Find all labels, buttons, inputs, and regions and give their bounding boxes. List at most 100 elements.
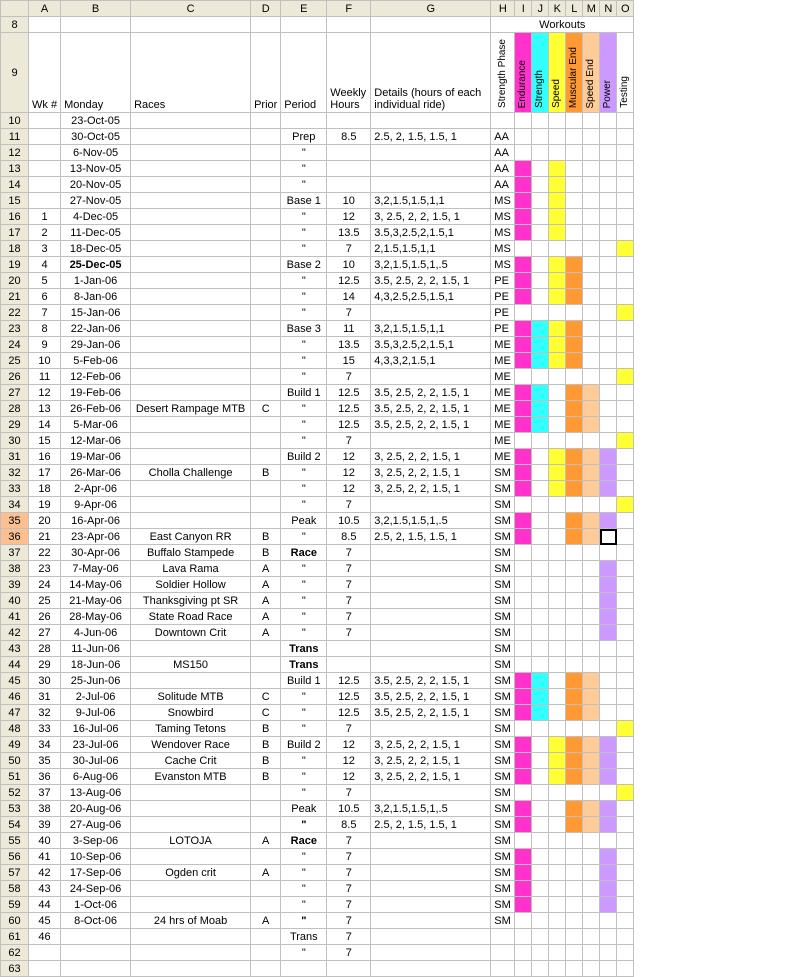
cell[interactable]: SM [491,913,515,929]
cell[interactable]: " [281,785,327,801]
cell[interactable] [131,337,251,353]
cell[interactable] [549,961,566,977]
cell[interactable]: SM [491,577,515,593]
cell[interactable]: " [281,465,327,481]
cell[interactable]: 24 [29,577,61,593]
cell[interactable] [251,225,281,241]
cell[interactable] [251,513,281,529]
cell[interactable]: AA [491,177,515,193]
cell[interactable] [515,785,532,801]
cell[interactable] [549,289,566,305]
cell[interactable] [532,961,549,977]
cell[interactable] [515,385,532,401]
cell[interactable] [566,113,583,129]
cell[interactable] [251,193,281,209]
cell[interactable] [515,641,532,657]
col-header-K[interactable]: K [549,1,566,17]
cell[interactable]: 12.5 [327,705,371,721]
col-header-I[interactable]: I [515,1,532,17]
cell[interactable] [251,273,281,289]
cell[interactable]: 7 [327,913,371,929]
table-row[interactable]: 584324-Sep-06"7SM [1,881,634,897]
row-header[interactable]: 35 [1,513,29,529]
cell[interactable]: Race [281,833,327,849]
cell[interactable] [549,673,566,689]
cell[interactable]: 25-Jun-06 [61,673,131,689]
cell[interactable] [583,849,600,865]
cell[interactable] [515,161,532,177]
cell[interactable]: 25 [29,593,61,609]
col-header-D[interactable]: D [251,1,281,17]
cell[interactable]: 28-May-06 [61,609,131,625]
cell[interactable] [600,321,617,337]
cell[interactable] [583,369,600,385]
cell[interactable] [515,545,532,561]
cell[interactable] [371,145,491,161]
cell[interactable] [600,209,617,225]
cell[interactable]: Soldier Hollow [131,577,251,593]
cell[interactable] [251,961,281,977]
cell[interactable] [600,385,617,401]
cell[interactable] [600,737,617,753]
cell[interactable]: 11-Jun-06 [61,641,131,657]
cell[interactable]: " [281,865,327,881]
cell[interactable]: 23 [29,561,61,577]
cell[interactable] [566,225,583,241]
cell[interactable] [532,337,549,353]
cell[interactable] [515,417,532,433]
row-header[interactable]: 46 [1,689,29,705]
cell[interactable]: 12 [327,209,371,225]
cell[interactable] [600,337,617,353]
cell[interactable]: " [281,433,327,449]
cell[interactable] [549,753,566,769]
cell[interactable] [61,929,131,945]
cell[interactable]: 3, 2.5, 2, 2, 1.5, 1 [371,465,491,481]
cell[interactable] [131,417,251,433]
cell[interactable] [491,961,515,977]
cell[interactable] [327,177,371,193]
cell[interactable] [532,641,549,657]
cell[interactable]: SM [491,497,515,513]
row-header[interactable]: 14 [1,177,29,193]
cell[interactable] [29,129,61,145]
cell[interactable]: 3.5, 2.5, 2, 2, 1.5, 1 [371,673,491,689]
cell[interactable] [583,673,600,689]
cell[interactable] [251,449,281,465]
cell[interactable]: 1-Jan-06 [61,273,131,289]
cell[interactable]: " [281,849,327,865]
cell[interactable]: 12.5 [327,401,371,417]
cell[interactable]: " [281,689,327,705]
cell[interactable] [549,369,566,385]
cell[interactable] [566,609,583,625]
cell[interactable] [549,225,566,241]
cell[interactable]: " [281,609,327,625]
cell[interactable] [327,657,371,673]
row-header[interactable]: 53 [1,801,29,817]
cell[interactable]: 12.5 [327,385,371,401]
cell[interactable] [583,705,600,721]
field-header-H[interactable]: Strength Phase [491,33,515,113]
field-header-C[interactable]: Races [131,33,251,113]
cell[interactable] [251,209,281,225]
cell[interactable] [371,641,491,657]
cell[interactable]: A [251,913,281,929]
cell[interactable] [600,465,617,481]
cell[interactable] [617,417,634,433]
cell[interactable]: 12.5 [327,689,371,705]
row-header[interactable]: 41 [1,609,29,625]
row-header[interactable]: 8 [1,17,29,33]
table-row[interactable]: 46312-Jul-06Solitude MTBC"12.53.5, 2.5, … [1,689,634,705]
cell[interactable] [583,785,600,801]
cell[interactable]: 2,1.5,1.5,1,1 [371,241,491,257]
cell[interactable]: 7 [327,241,371,257]
cell[interactable] [515,657,532,673]
cell[interactable] [515,913,532,929]
table-row[interactable]: 261112-Feb-06"7ME [1,369,634,385]
cell[interactable]: 12.5 [327,417,371,433]
row-header[interactable]: 10 [1,113,29,129]
cell[interactable] [327,641,371,657]
cell[interactable] [617,721,634,737]
cell[interactable]: 20-Nov-05 [61,177,131,193]
cell[interactable] [583,721,600,737]
table-row[interactable]: 33182-Apr-06"123, 2.5, 2, 2, 1.5, 1SM [1,481,634,497]
